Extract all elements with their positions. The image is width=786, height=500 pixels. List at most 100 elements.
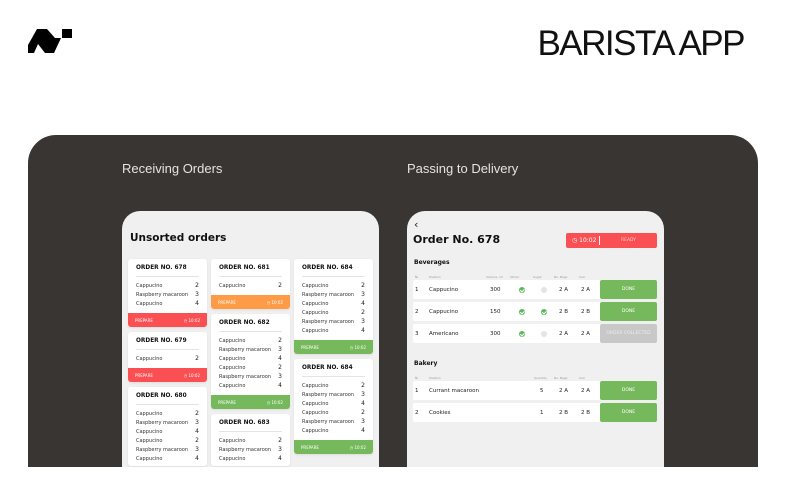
item-qty: 2	[278, 364, 282, 371]
order-column: ORDER NO. 678 Cappucino 2 Raspberry macaroo…	[128, 259, 207, 466]
prepare-button[interactable]: PREPARE ◷ 10:02	[211, 295, 290, 309]
row-action-button[interactable]: DONE	[600, 302, 657, 321]
order-time: ◷ 10:02	[349, 444, 366, 450]
order-item: Cappucino 4	[294, 399, 373, 408]
prepare-button[interactable]: PREPARE ◷ 10:02	[128, 368, 207, 382]
prepare-button[interactable]: PREPARE ◷ 10:02	[211, 395, 290, 409]
app-title: BARISTA APP	[537, 24, 745, 63]
beverages-n: 3	[415, 331, 419, 337]
prepare-label: PREPARE	[135, 317, 153, 323]
order-item: Cappucino 4	[128, 427, 207, 436]
row-action-button[interactable]: ORDER COLLECTED	[600, 324, 657, 343]
order-time: ◷ 10:02	[266, 299, 283, 305]
order-time: ◷ 10:02	[183, 317, 200, 323]
item-qty: 4	[195, 300, 199, 307]
brand-logo-icon	[28, 29, 72, 53]
item-qty: 3	[278, 373, 282, 380]
checked-stirrer-icon	[519, 330, 525, 337]
beverages-row: 2 Cappucino 150 2 B 2 B DONE	[413, 302, 657, 321]
beverages-row: 3 Americano 300 2 A 2 A ORDER COLLECTED	[413, 324, 657, 343]
prepare-label: PREPARE	[218, 399, 236, 405]
bakery-pos: Currant macaroon	[429, 388, 479, 394]
beverages-vol: 300	[490, 287, 501, 293]
order-item: Cappucino 2	[128, 281, 207, 290]
item-qty: 2	[361, 309, 365, 316]
order-card[interactable]: ORDER NO. 682 Cappucino 2 Raspberry macaroo…	[211, 314, 290, 409]
prepare-button[interactable]: PREPARE ◷ 10:02	[128, 313, 207, 327]
item-name: Raspberry macaroon	[136, 446, 189, 453]
order-card[interactable]: ORDER NO. 679 Cappucino 2 PREPARE ◷ 10:02	[128, 332, 207, 382]
order-items: Cappucino 2	[211, 281, 290, 293]
item-qty: 2	[361, 382, 365, 389]
order-number: ORDER NO. 679	[136, 338, 187, 344]
order-item: Raspberry macaroon 3	[128, 445, 207, 454]
order-items: Cappucino 2 Raspberry macaroon 3 Cappucino 4	[211, 436, 290, 466]
item-qty: 4	[195, 455, 199, 462]
order-title: Order No. 678	[413, 233, 501, 246]
order-item: Raspberry macaroon 3	[128, 290, 207, 299]
order-items: Cappucino 2	[128, 354, 207, 366]
item-name: Cappucino	[219, 382, 246, 389]
item-qty: 4	[278, 455, 282, 462]
beverages-pos: Cappucino	[429, 309, 459, 315]
item-qty: 4	[361, 300, 365, 307]
prepare-button[interactable]: PREPARE ◷ 10:02	[294, 440, 373, 454]
order-items: Cappucino 2 Raspberry macaroon 3 Cappucino 4 C…	[294, 281, 373, 338]
order-item: Cappucino 4	[211, 354, 290, 363]
order-item: Raspberry macaroon 3	[211, 345, 290, 354]
order-item: Cappucino 2	[128, 354, 207, 363]
item-name: Raspberry macaroon	[302, 418, 355, 425]
beverages-bags: 2 A	[559, 331, 569, 337]
item-qty: 4	[195, 428, 199, 435]
unsorted-orders-screen: Unsorted orders ORDER NO. 678 Cappucino 2 R…	[122, 211, 379, 467]
item-qty: 2	[361, 409, 365, 416]
item-name: Cappucino	[136, 300, 163, 307]
column-header: Volume, ml	[486, 275, 503, 279]
column-header: No. Bags	[554, 376, 568, 380]
order-card[interactable]: ORDER NO. 681 Cappucino 2 PREPARE ◷ 10:02	[211, 259, 290, 309]
order-item: Cappucino 4	[294, 426, 373, 435]
divider	[136, 404, 199, 405]
item-name: Cappucino	[302, 409, 329, 416]
row-action-button[interactable]: DONE	[600, 381, 657, 400]
order-item: Raspberry macaroon 3	[211, 372, 290, 381]
order-item: Cappucino 2	[294, 381, 373, 390]
order-card[interactable]: ORDER NO. 684 Cappucino 2 Raspberry macaroo…	[294, 259, 373, 354]
item-name: Raspberry macaroon	[219, 446, 272, 453]
item-qty: 3	[195, 419, 199, 426]
back-chevron-icon[interactable]: ‹	[414, 218, 419, 231]
beverages-vol: 150	[490, 309, 501, 315]
item-qty: 2	[361, 282, 365, 289]
item-name: Cappucino	[219, 282, 246, 289]
order-item: Cappucino 4	[128, 299, 207, 308]
order-timer: ◷ 10:02	[566, 236, 600, 245]
order-item: Cappucino 2	[294, 281, 373, 290]
item-qty: 3	[361, 418, 365, 425]
prepare-button[interactable]: PREPARE ◷ 10:02	[294, 340, 373, 354]
item-name: Cappucino	[219, 364, 246, 371]
item-qty: 2	[278, 437, 282, 444]
item-name: Raspberry macaroon	[302, 318, 355, 325]
bakery-table-header: № Position Quantity No. Bags Cell	[413, 376, 657, 382]
order-card[interactable]: ORDER NO. 683 Cappucino 2 Raspberry macaroo…	[211, 414, 290, 466]
prepare-label: PREPARE	[218, 299, 236, 305]
order-card[interactable]: ORDER NO. 684 Cappucino 2 Raspberry macaroo…	[294, 359, 373, 454]
row-action-button[interactable]: DONE	[600, 280, 657, 299]
column-header: Cell	[579, 275, 585, 279]
item-qty: 2	[195, 437, 199, 444]
order-number: ORDER NO. 681	[219, 265, 270, 271]
bakery-heading: Bakery	[414, 360, 438, 367]
item-name: Raspberry macaroon	[136, 291, 189, 298]
order-card[interactable]: ORDER NO. 680 Cappucino 2 Raspberry macaroo…	[128, 387, 207, 466]
checked-stirrer-icon	[519, 308, 525, 315]
row-action-button[interactable]: DONE	[600, 403, 657, 422]
beverages-cell: 2 B	[581, 309, 591, 315]
item-qty: 3	[278, 446, 282, 453]
ready-button[interactable]: ◷ 10:02 READY	[566, 233, 657, 248]
item-name: Raspberry macaroon	[219, 373, 272, 380]
bakery-qty: 5	[540, 388, 544, 394]
order-item: Raspberry macaroon 3	[294, 290, 373, 299]
item-name: Cappucino	[136, 355, 163, 362]
item-name: Cappucino	[136, 437, 163, 444]
order-card[interactable]: ORDER NO. 678 Cappucino 2 Raspberry macaroo…	[128, 259, 207, 327]
